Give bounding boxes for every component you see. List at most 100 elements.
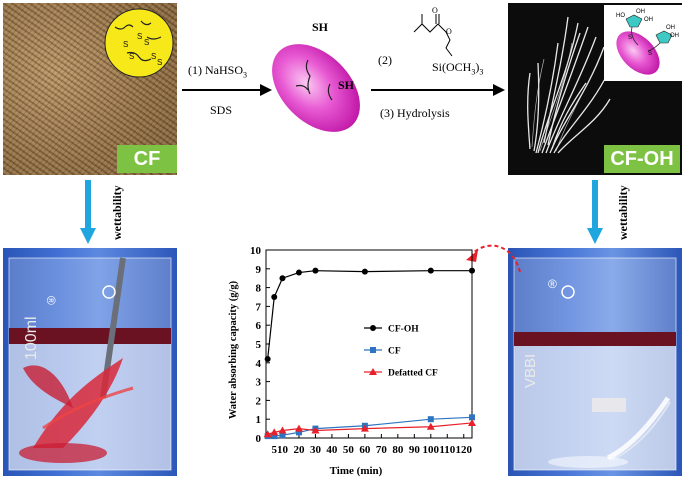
data-point bbox=[271, 294, 278, 300]
reaction-arrow-2 bbox=[371, 84, 505, 96]
data-point bbox=[469, 414, 475, 421]
x-tick-label: 100 bbox=[423, 444, 440, 456]
legend-label: CF bbox=[388, 347, 401, 357]
cf-photo: S S S S S S CF bbox=[3, 3, 177, 175]
x-tick-label: 120 bbox=[456, 444, 473, 456]
x-tick-label: 20 bbox=[293, 444, 305, 456]
x-tick-label: 80 bbox=[392, 444, 404, 456]
cf-beaker-image: ® bbox=[8, 257, 172, 471]
data-point bbox=[311, 426, 320, 434]
cf-label: CF bbox=[117, 145, 177, 173]
data-point bbox=[264, 356, 271, 363]
y-tick-label: 2 bbox=[256, 395, 262, 407]
svg-text:S: S bbox=[151, 52, 156, 61]
left-wettability-wrap: wettability bbox=[78, 182, 134, 242]
y-tick-label: 8 bbox=[256, 283, 262, 295]
left-wettability-label: wettability bbox=[110, 185, 124, 240]
data-point bbox=[361, 268, 368, 275]
series-line bbox=[267, 270, 472, 360]
y-tick-label: 6 bbox=[256, 320, 262, 332]
series-cf-oh bbox=[264, 267, 475, 363]
svg-text:S: S bbox=[137, 32, 142, 41]
data-point bbox=[360, 424, 369, 432]
x-tick-label: 90 bbox=[409, 444, 421, 456]
right-wettability-wrap: wettability bbox=[592, 182, 648, 242]
cfoh-molecule-icon: HO OH OH OH OH S S bbox=[604, 5, 682, 81]
y-axis-title: Water absorbing capacity (g/g) bbox=[228, 280, 239, 419]
y-tick-label: 5 bbox=[256, 339, 262, 351]
data-point bbox=[426, 422, 435, 430]
chart-series bbox=[263, 267, 476, 440]
svg-text:S: S bbox=[144, 38, 149, 47]
white-fibers-image bbox=[527, 16, 611, 154]
data-point bbox=[370, 347, 376, 353]
svg-text:S: S bbox=[129, 52, 134, 61]
svg-text:HO: HO bbox=[616, 13, 625, 19]
step1-label: (1) NaHSO3 bbox=[188, 63, 247, 80]
reagent-label: Si(OCH3)3 bbox=[432, 60, 484, 77]
step1-below-label: SDS bbox=[210, 103, 233, 117]
thiol-ellipse-icon bbox=[272, 44, 360, 132]
svg-text:OH: OH bbox=[644, 17, 653, 23]
svg-text:S: S bbox=[123, 40, 128, 49]
cfoh-label: CF-OH bbox=[604, 145, 680, 173]
svg-text:O: O bbox=[446, 27, 452, 36]
svg-text:®: ® bbox=[548, 277, 557, 291]
data-point bbox=[427, 416, 434, 423]
right-beaker-text: VBBI bbox=[522, 353, 539, 388]
data-point bbox=[270, 428, 279, 436]
plot-frame bbox=[265, 249, 473, 439]
cfoh-photo: HO OH OH OH OH S S CF-OH bbox=[508, 3, 682, 175]
reaction-arrow-1 bbox=[182, 84, 272, 96]
svg-text:S: S bbox=[157, 58, 162, 67]
chart-legend: CF-OH CF Defatted CF bbox=[364, 325, 438, 379]
x-tick-label: 10 bbox=[277, 444, 289, 456]
data-point bbox=[427, 267, 434, 274]
data-point bbox=[294, 424, 303, 432]
series-defatted-cf bbox=[263, 418, 476, 438]
x-axis-title: Time (min) bbox=[330, 465, 383, 477]
left-down-arrow bbox=[80, 180, 96, 244]
step2-label: (2) bbox=[378, 53, 392, 67]
y-tick-label: 3 bbox=[256, 377, 262, 389]
cf-beaker-photo: ® 100ml bbox=[3, 248, 177, 476]
series-cf bbox=[264, 414, 475, 440]
x-tick-label: 110 bbox=[439, 444, 455, 456]
right-wettability-label: wettability bbox=[616, 185, 630, 240]
legend-label: Defatted CF bbox=[388, 369, 438, 379]
y-tick-label: 0 bbox=[256, 433, 262, 445]
left-beaker-text: 100ml bbox=[23, 316, 40, 360]
svg-text:OH: OH bbox=[666, 25, 675, 31]
x-tick-label: 50 bbox=[343, 444, 355, 456]
x-tick-label: 5 bbox=[271, 444, 277, 456]
y-tick-label: 9 bbox=[256, 264, 262, 276]
data-point bbox=[369, 368, 377, 375]
svg-text:OH: OH bbox=[670, 33, 679, 39]
x-tick-label: 60 bbox=[359, 444, 371, 456]
silane-reagent-icon: O O bbox=[413, 6, 453, 57]
cfoh-beaker-photo: ® VBBI bbox=[508, 248, 682, 476]
sh-top-label: SH bbox=[312, 20, 329, 34]
x-tick-label: 40 bbox=[326, 444, 338, 456]
data-point bbox=[279, 275, 286, 282]
data-point bbox=[279, 432, 286, 439]
svg-text:O: O bbox=[432, 6, 438, 15]
data-point bbox=[263, 430, 272, 438]
svg-text:®: ® bbox=[44, 296, 58, 305]
right-down-arrow bbox=[587, 180, 603, 244]
y-tick-label: 10 bbox=[250, 245, 262, 257]
svg-text:OH: OH bbox=[636, 9, 645, 15]
data-point bbox=[370, 325, 376, 331]
svg-text:S: S bbox=[648, 51, 652, 57]
water-absorption-chart: Water absorbing capacity (g/g) Time (min… bbox=[228, 245, 476, 477]
y-tick-label: 1 bbox=[256, 414, 262, 426]
y-tick-label: 4 bbox=[256, 358, 262, 370]
data-point bbox=[469, 267, 475, 274]
y-tick-label: 7 bbox=[256, 301, 262, 313]
data-point bbox=[295, 269, 302, 276]
x-tick-label: 70 bbox=[376, 444, 388, 456]
data-point bbox=[271, 433, 278, 440]
x-tick-label: 30 bbox=[310, 444, 322, 456]
legend-label: CF-OH bbox=[388, 325, 419, 335]
